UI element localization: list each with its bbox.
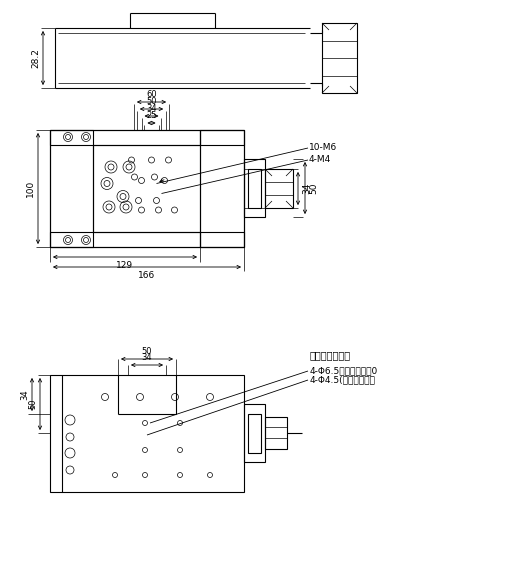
Bar	[322, 23, 357, 93]
Text: 34: 34	[302, 183, 311, 194]
Text: 28.2: 28.2	[31, 48, 40, 68]
Text: 129: 129	[116, 261, 133, 270]
Text: 50: 50	[309, 182, 318, 194]
Bar	[200, 232, 244, 247]
Text: 60: 60	[146, 90, 157, 99]
Text: 10-M6: 10-M6	[309, 144, 337, 152]
Text: 50: 50	[147, 97, 157, 106]
Bar	[200, 130, 244, 145]
Bar	[50, 130, 244, 247]
Bar	[50, 375, 244, 492]
Bar	[50, 232, 200, 247]
Bar	[50, 130, 200, 145]
Text: 4-M4: 4-M4	[309, 156, 331, 164]
Bar	[248, 414, 261, 453]
Bar	[200, 130, 244, 247]
Bar	[244, 159, 265, 217]
Bar	[244, 404, 265, 462]
Bar	[265, 169, 293, 208]
Text: 50: 50	[28, 399, 37, 409]
Text: 背面安装固定孔: 背面安装固定孔	[310, 350, 351, 360]
Bar	[248, 169, 261, 208]
Text: 34: 34	[146, 104, 157, 113]
Bar	[93, 145, 200, 232]
Text: 100: 100	[26, 180, 35, 197]
Text: 25: 25	[147, 111, 157, 120]
Bar	[50, 130, 93, 247]
Text: 4-Φ4.5(安装固定孔）: 4-Φ4.5(安装固定孔）	[310, 376, 376, 384]
Text: 34: 34	[142, 353, 152, 362]
Text: 166: 166	[139, 271, 155, 280]
Text: 50: 50	[142, 347, 152, 356]
Text: 4-Φ6.5（安装固定孔0: 4-Φ6.5（安装固定孔0	[310, 367, 378, 376]
Bar	[265, 417, 287, 449]
Text: 34: 34	[20, 389, 29, 400]
